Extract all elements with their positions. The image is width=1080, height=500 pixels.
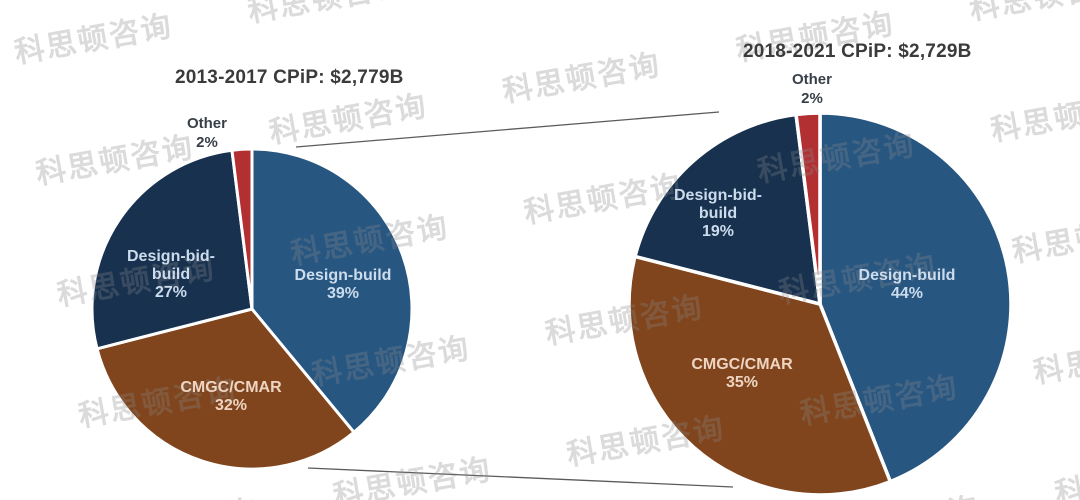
pie-title-2013-2017: 2013-2017 CPiP: $2,779B (175, 67, 404, 88)
connector-line-bottom (307, 467, 734, 488)
slice-label-text: Design-bid-build (127, 248, 215, 283)
slice-label-text: CMGC/CMAR (180, 379, 282, 396)
slice-label-cmgc-cmar-2013: CMGC/CMAR 32% (156, 379, 306, 415)
connector-line-top (295, 111, 720, 148)
slice-percent-text: 27% (154, 284, 188, 301)
slice-percent-text: 35% (725, 374, 759, 391)
slice-percent-text: 19% (701, 223, 735, 240)
pie-slice-cmgc-cmar (627, 254, 893, 497)
slice-label-cmgc-cmar-2018: CMGC/CMAR 35% (667, 356, 817, 392)
slice-label-other-2013: Other 2% (167, 114, 247, 152)
pie-slice-design-build (250, 147, 414, 434)
slice-label-text: Design-build (294, 267, 392, 284)
slice-percent-text: 39% (326, 285, 360, 302)
slice-label-text: Other (791, 71, 832, 88)
pie-slice-other (230, 147, 254, 311)
pie-slice-design-build (818, 111, 1013, 484)
slice-percent-text: 32% (214, 397, 248, 414)
slice-label-text: Design-bid-build (674, 187, 762, 222)
slice-label-other-2018: Other 2% (772, 70, 852, 108)
slice-percent-text: 2% (196, 134, 218, 151)
slice-percent-text: 2% (801, 90, 823, 107)
slice-label-design-build-2013: Design-build 39% (278, 267, 408, 303)
pie-slice-other (794, 111, 822, 306)
slice-label-text: CMGC/CMAR (691, 356, 793, 373)
slice-label-design-bid-build-2013: Design-bid-build 27% (121, 248, 221, 302)
slice-label-text: Other (186, 115, 227, 132)
slice-label-design-bid-build-2018: Design-bid-build 19% (668, 187, 768, 241)
slice-percent-text: 44% (890, 285, 924, 302)
pie-slice-cmgc-cmar (95, 307, 356, 471)
pie-slice-design-bid-build (633, 112, 822, 306)
pie-title-2018-2021: 2018-2021 CPiP: $2,729B (743, 41, 972, 62)
slice-label-design-build-2018: Design-build 44% (842, 267, 972, 303)
pie-slice-design-bid-build (90, 148, 254, 351)
slice-label-text: Design-build (858, 267, 956, 284)
